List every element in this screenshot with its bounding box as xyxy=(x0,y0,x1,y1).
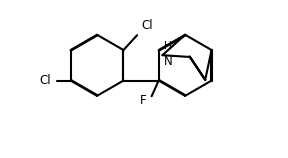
Text: Cl: Cl xyxy=(39,74,51,87)
Text: Cl: Cl xyxy=(141,19,153,32)
Text: F: F xyxy=(140,94,147,107)
Text: H: H xyxy=(164,41,172,51)
Text: N: N xyxy=(164,55,173,68)
